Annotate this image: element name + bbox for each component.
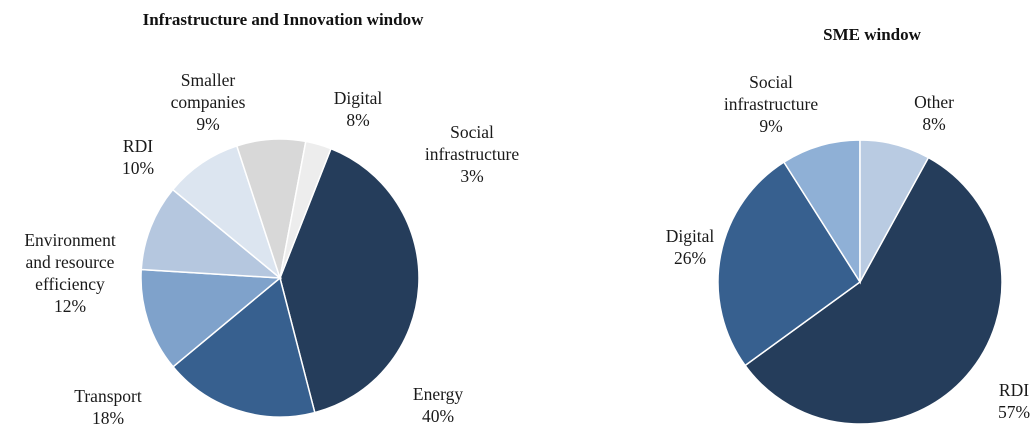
pie-slice-transport [171, 276, 316, 418]
slice-category-label: RDI [999, 380, 1029, 400]
slice-label-rdi: RDI 57% [998, 380, 1030, 422]
pie-slice-digital [717, 161, 862, 367]
pie-slice-energy [279, 147, 420, 414]
slice-category-label: RDI [123, 136, 153, 156]
slice-category-label: Social [450, 122, 494, 142]
slice-percent-label: 57% [998, 402, 1030, 422]
slice-label-rdi: RDI 10% [122, 136, 154, 178]
slice-percent-label: 26% [674, 248, 706, 268]
slice-label-transport: Transport 18% [74, 386, 142, 428]
slice-percent-label: 18% [92, 408, 124, 428]
pie-chart-sme: RDI 57% Digital 26% Social infrastructure 9% Ot… [666, 72, 1030, 425]
slice-label-smaller-companies: Smaller companies 9% [171, 70, 246, 134]
pie-slice-environment-and-resource-efficiency [140, 268, 282, 368]
slice-category-label: infrastructure [425, 144, 519, 164]
slice-percent-label: 40% [422, 406, 454, 426]
slice-category-label: Other [914, 92, 954, 112]
slice-category-label: Energy [413, 384, 463, 404]
pie-slice-rdi [140, 188, 283, 279]
slice-category-label: Social [749, 72, 793, 92]
slice-category-label: and resource [26, 252, 115, 272]
slice-category-label: Environment [24, 230, 116, 250]
slice-label-social-infrastructure: Social infrastructure 9% [724, 72, 818, 136]
chart-1-title: Infrastructure and Innovation window [143, 10, 424, 29]
slice-category-label: infrastructure [724, 94, 818, 114]
slice-label-energy: Energy 40% [413, 384, 463, 426]
slice-category-label: Transport [74, 386, 142, 406]
slice-category-label: Smaller [181, 70, 236, 90]
slice-category-label: Digital [334, 88, 383, 108]
slice-category-label: efficiency [35, 274, 105, 294]
slice-label-other: Other 8% [914, 92, 954, 134]
pie-slice-smaller-companies [171, 144, 282, 281]
pie-slice-social-infrastructure [782, 139, 861, 285]
slice-percent-label: 12% [54, 296, 86, 316]
slice-percent-label: 9% [196, 114, 219, 134]
slice-category-label: Digital [666, 226, 715, 246]
slice-percent-label: 8% [922, 114, 945, 134]
slice-percent-label: 9% [759, 116, 782, 136]
pie-chart-infrastructure: Energy 40% Transport 18% Environment and reso… [24, 70, 519, 428]
slice-label-social-infrastructure: Social infrastructure 3% [425, 122, 519, 186]
pie-slice-social-infrastructure [279, 140, 332, 279]
slice-label-environment-and-resource-efficiency: Environment and resource efficiency 12% [24, 230, 116, 316]
slice-label-digital: Digital 8% [334, 88, 383, 130]
slice-percent-label: 10% [122, 158, 154, 178]
chart-2-title: SME window [823, 25, 921, 44]
pie-slice-rdi [744, 156, 1003, 425]
slice-category-label: companies [171, 92, 246, 112]
slice-label-digital: Digital 26% [666, 226, 715, 268]
slice-percent-label: 3% [460, 166, 483, 186]
slice-percent-label: 8% [346, 110, 369, 130]
pie-slice-other [859, 139, 930, 283]
